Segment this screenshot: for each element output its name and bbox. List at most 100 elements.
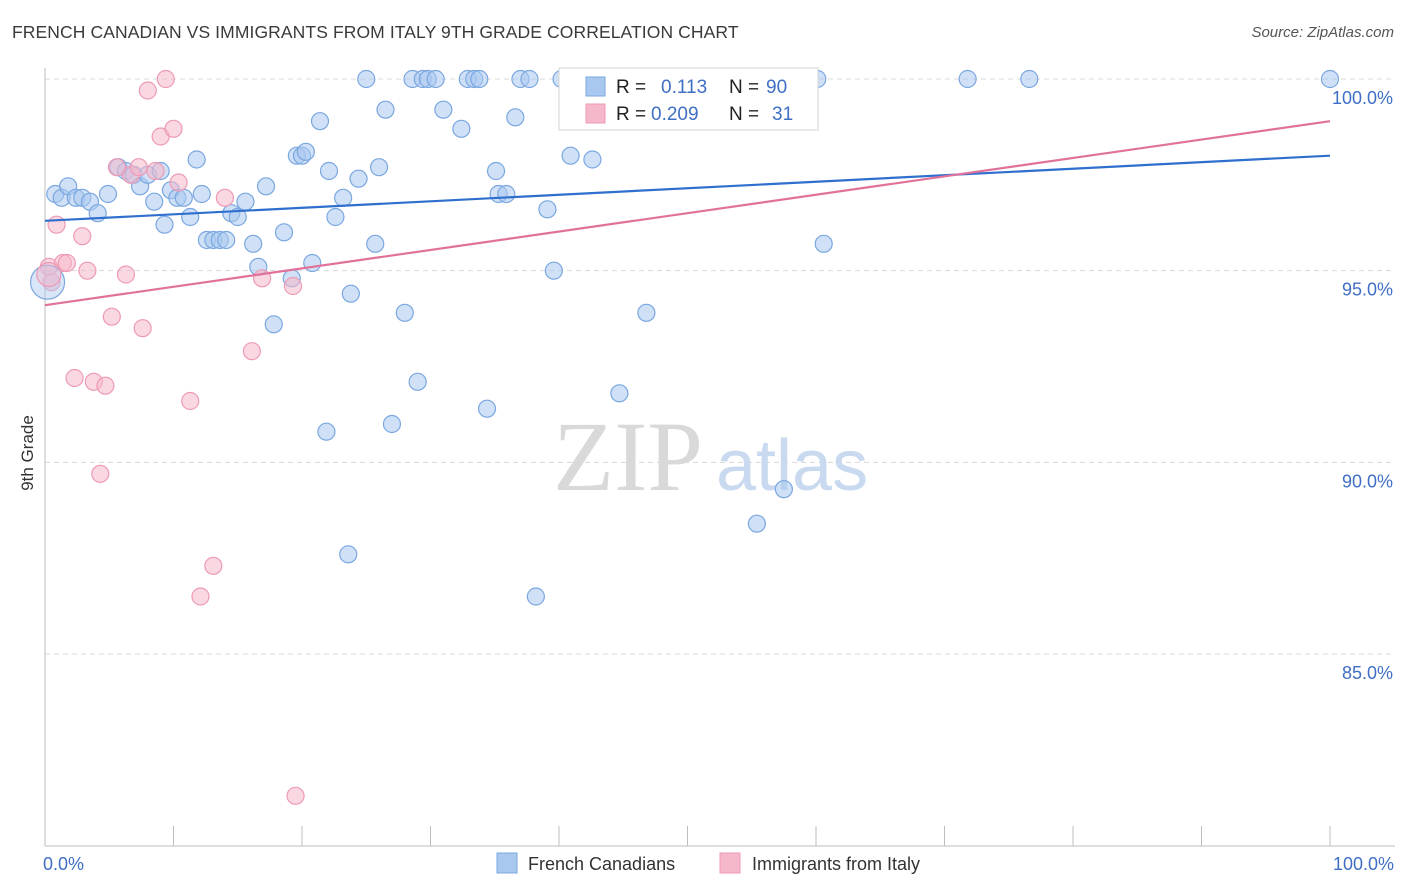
data-point-french-canadians [814,234,833,253]
data-point-french-canadians [244,234,263,253]
data-point-french-canadians [236,192,255,211]
data-point-immigrants-italy [181,391,200,411]
grid-lines [45,78,1395,655]
watermark-atlas: atlas [716,426,868,506]
stats-n-value-blue: 90 [766,77,787,98]
data-point-immigrants-italy [96,376,115,395]
data-point-french-canadians [526,587,545,606]
legend-label-immigrants-italy: Immigrants from Italy [752,854,920,874]
data-point-french-canadians [637,303,656,322]
data-point-immigrants-italy [242,342,261,361]
data-point-immigrants-italy [191,587,210,606]
x-tick-label: 100.0% [1333,854,1394,874]
data-point-french-canadians [366,234,385,253]
data-point-french-canadians [538,200,557,219]
data-point-french-canadians [256,177,276,196]
watermark-zip: ZIP [553,401,703,512]
data-point-french-canadians [326,207,345,227]
data-point-french-canadians [470,69,489,89]
x-tick-label: 0.0% [43,854,84,874]
data-point-french-canadians [296,142,315,161]
data-point-cluster-french-canadians [29,264,66,300]
x-tick-labels: 0.0% 100.0% [43,854,1394,874]
data-point-french-canadians [610,384,629,403]
chart-title: FRENCH CANADIAN VS IMMIGRANTS FROM ITALY… [12,22,739,42]
data-point-french-canadians [319,161,339,181]
trend-lines [44,120,1331,307]
stats-box: R = 0.113 N = 90 R = 0.209 N = 31 [558,67,819,131]
data-point-french-canadians [155,215,174,234]
data-point-french-canadians [274,223,294,242]
data-point-immigrants-italy [156,69,175,89]
data-point-french-canadians [452,119,471,138]
data-point-french-canadians [181,207,200,227]
data-point-french-canadians [1020,69,1039,89]
data-point-french-canadians [317,422,336,441]
data-point-french-canadians [426,69,445,89]
trend-line-french-canadians [44,154,1331,222]
data-point-french-canadians [334,188,353,207]
data-point-french-canadians [370,158,389,177]
data-point-immigrants-italy [78,261,97,280]
data-point-immigrants-italy [169,173,188,192]
data-point-immigrants-italy [215,188,234,207]
axes [44,68,1395,847]
data-point-french-canadians [408,372,427,391]
data-point-french-canadians [958,69,977,89]
data-point-immigrants-italy [138,81,157,100]
data-point-french-canadians [544,261,563,280]
stats-n-value-pink: 31 [772,104,793,125]
data-point-french-canadians [228,207,247,227]
data-point-french-canadians [341,284,360,303]
data-point-french-canadians [174,188,193,207]
data-point-french-canadians [395,303,414,322]
stats-r-value-blue: 0.113 [661,77,707,98]
y-tick-label: 85.0% [1342,663,1393,683]
data-point-french-canadians [497,184,516,204]
data-point-french-canadians [583,150,602,169]
data-point-french-canadians [747,514,766,533]
data-point-immigrants-italy [107,158,127,177]
data-point-french-canadians [486,161,506,181]
data-point-french-canadians [187,150,206,169]
stats-r-label-blue: R = [616,77,646,98]
data-point-french-canadians [339,545,358,564]
trend-line-immigrants-italy [44,120,1331,307]
stats-n-label-blue: N = [729,77,759,98]
data-point-french-canadians [434,100,453,119]
data-point-immigrants-italy [116,265,136,284]
legend: French Canadians Immigrants from Italy [496,852,920,874]
data-point-french-canadians [145,192,164,211]
data-point-french-canadians [1320,69,1340,89]
stats-swatch-pink [585,103,606,124]
data-point-french-canadians [376,100,395,119]
data-point-immigrants-italy [133,319,152,338]
data-point-immigrants-italy [204,556,223,575]
y-tick-label: 100.0% [1332,88,1393,108]
data-point-french-canadians [303,253,322,273]
data-point-immigrants-italy [91,464,110,483]
data-point-immigrants-italy [164,119,183,138]
watermark: ZIP atlas [553,401,868,512]
data-point-french-canadians [561,146,580,165]
data-point-immigrants-italy [102,307,121,326]
data-point-french-canadians [774,480,793,499]
data-point-immigrants-italy [57,253,76,273]
legend-swatch-immigrants-italy [719,852,741,874]
data-point-immigrants-italy [65,368,84,388]
chart-source: Source: ZipAtlas.com [1251,24,1394,41]
y-axis-label: 9th Grade [18,415,37,491]
data-point-immigrants-italy [283,276,303,296]
data-point-french-canadians [192,184,211,204]
data-point-french-canadians [477,399,497,418]
data-point-french-canadians [506,108,525,127]
stats-r-label-pink: R = [616,104,646,125]
data-point-french-canadians [98,184,118,204]
data-point-immigrants-italy [47,215,66,234]
y-tick-labels: 100.0% 95.0% 90.0% 85.0% [1332,88,1393,683]
data-point-cluster-immigrants-italy [36,261,62,288]
stats-r-value-pink: 0.209 [651,104,699,125]
data-point-immigrants-italy [146,161,165,181]
data-point-french-canadians [310,112,330,131]
legend-label-french-canadians: French Canadians [528,854,675,874]
